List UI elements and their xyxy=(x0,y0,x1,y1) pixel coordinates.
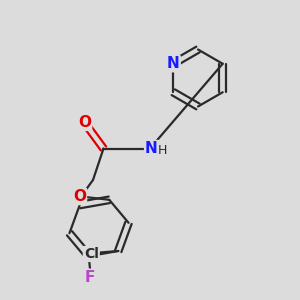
Text: F: F xyxy=(85,270,95,285)
Text: O: O xyxy=(78,115,91,130)
Text: N: N xyxy=(145,141,158,156)
Text: Cl: Cl xyxy=(84,247,99,261)
Text: O: O xyxy=(73,189,86,204)
Text: N: N xyxy=(167,56,180,71)
Text: H: H xyxy=(158,144,168,158)
